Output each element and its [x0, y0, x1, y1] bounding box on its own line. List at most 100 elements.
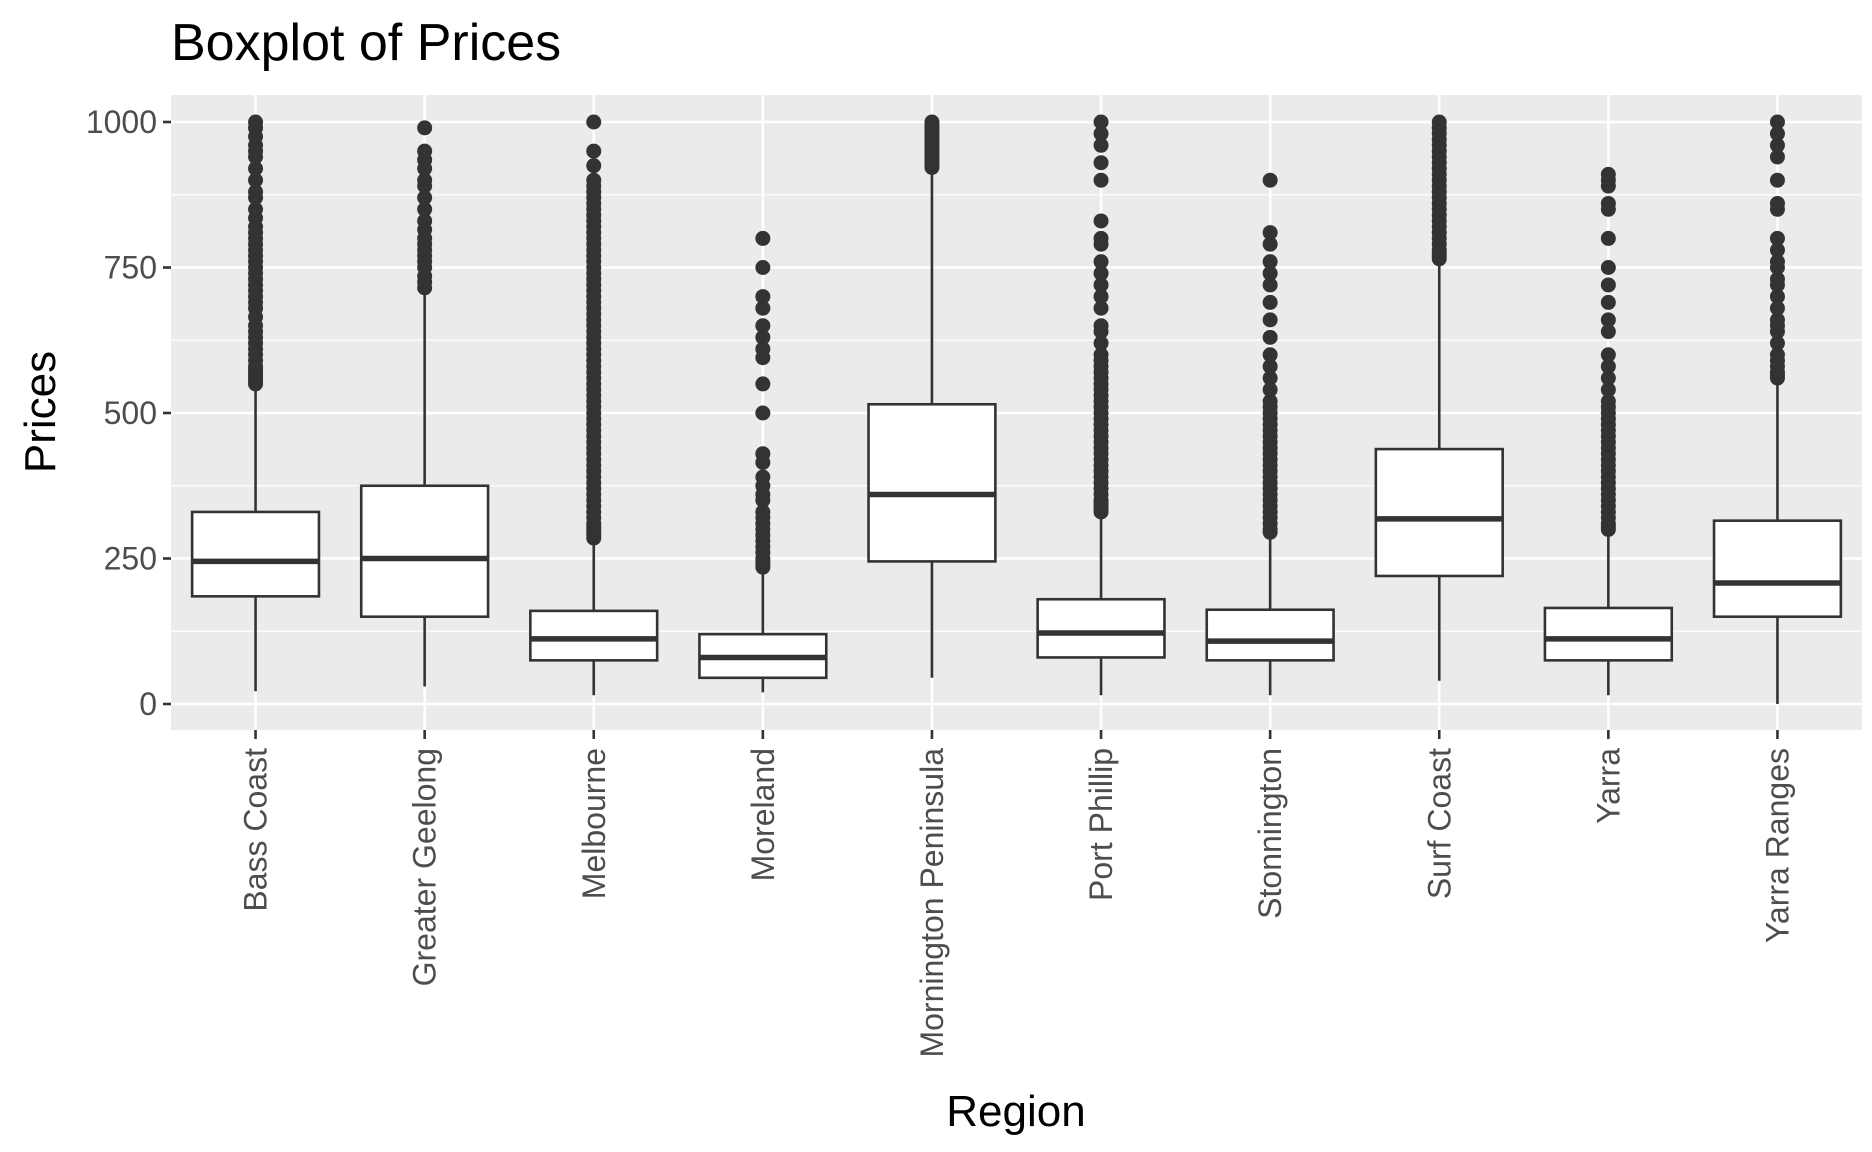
- outlier-point: [1769, 242, 1785, 258]
- x-tick-label: Yarra: [1590, 748, 1626, 824]
- box-body: [529, 609, 659, 662]
- x-tick-label: Port Phillip: [1083, 748, 1119, 901]
- outlier-point: [755, 260, 771, 275]
- outlier-point: [1600, 370, 1616, 386]
- box-surf-coast: [1374, 114, 1504, 681]
- outlier-point: [1769, 172, 1785, 188]
- outlier-point: [755, 504, 771, 520]
- outlier-point: [417, 143, 433, 159]
- outlier-point: [1093, 265, 1109, 281]
- outlier-point: [924, 114, 940, 130]
- x-tick-label: Mornington Peninsula: [914, 748, 950, 1058]
- outlier-point: [1600, 195, 1616, 211]
- outlier-point: [755, 318, 771, 334]
- box-stonnington: [1205, 172, 1335, 696]
- outlier-point: [248, 201, 264, 217]
- outlier-point: [755, 446, 771, 462]
- outlier-point: [755, 230, 771, 246]
- outlier-point: [1093, 277, 1109, 293]
- x-tick-label: Melbourne: [576, 748, 612, 899]
- outlier-point: [1769, 126, 1785, 142]
- outlier-point: [755, 469, 771, 485]
- outlier-point: [1769, 347, 1785, 363]
- outlier-point: [1600, 277, 1616, 293]
- outlier-point: [248, 114, 264, 130]
- outlier-point: [1262, 382, 1278, 398]
- outlier-point: [1093, 172, 1109, 188]
- outlier-point: [1600, 294, 1616, 310]
- outlier-point: [1769, 312, 1785, 328]
- x-tick-label: Surf Coast: [1421, 748, 1457, 899]
- outlier-point: [248, 184, 264, 200]
- x-tick-label: Stonnington: [1252, 748, 1288, 919]
- x-tick-label: Bass Coast: [238, 748, 274, 912]
- outlier-point: [1262, 358, 1278, 374]
- outlier-point: [1769, 335, 1785, 351]
- outlier-point: [1769, 254, 1785, 270]
- box-yarra: [1543, 166, 1674, 696]
- outlier-point: [1093, 114, 1109, 130]
- y-tick-label: 0: [139, 686, 157, 722]
- outlier-point: [1262, 347, 1278, 363]
- box-yarra-ranges: [1712, 114, 1843, 704]
- box-port-phillip: [1036, 114, 1166, 696]
- box-group: [190, 114, 1843, 704]
- outlier-point: [1769, 300, 1785, 316]
- outlier-point: [755, 329, 771, 345]
- box-body: [190, 510, 321, 598]
- outlier-point: [1262, 329, 1278, 345]
- outlier-point: [1769, 149, 1785, 165]
- outlier-point: [1093, 137, 1109, 153]
- outlier-point: [1262, 294, 1278, 310]
- y-tick-label: 250: [104, 541, 157, 577]
- outlier-point: [1262, 312, 1278, 328]
- box-body: [359, 484, 490, 618]
- box-body: [1036, 597, 1166, 659]
- outlier-point: [586, 172, 602, 188]
- y-axis-title: Prices: [16, 351, 65, 473]
- x-axis-title: Region: [946, 1087, 1085, 1136]
- outlier-point: [1769, 271, 1785, 287]
- box-greater-geelong: [359, 120, 490, 687]
- y-axis: 0 250 500 750 1000: [86, 104, 171, 722]
- outlier-point: [1262, 277, 1278, 293]
- outlier-point: [248, 161, 264, 177]
- outlier-point: [755, 289, 771, 305]
- outlier-point: [1600, 166, 1616, 182]
- box-body: [1374, 447, 1504, 578]
- outlier-point: [1600, 393, 1616, 409]
- x-tick-label: Moreland: [745, 748, 781, 881]
- outlier-point: [417, 190, 433, 206]
- outlier-point: [1600, 382, 1616, 398]
- outlier-point: [586, 143, 602, 159]
- outlier-point: [1093, 155, 1109, 171]
- outlier-point: [1769, 195, 1785, 211]
- outlier-point: [417, 213, 433, 229]
- outlier-point: [1600, 358, 1616, 374]
- outlier-point: [1769, 114, 1785, 130]
- outlier-point: [1600, 230, 1616, 246]
- outlier-point: [1093, 347, 1109, 363]
- outlier-point: [1600, 312, 1616, 328]
- outlier-point: [586, 158, 602, 174]
- box-body: [1712, 519, 1843, 618]
- outlier-point: [1093, 254, 1109, 270]
- box-body: [1205, 608, 1335, 662]
- outlier-point: [1262, 393, 1278, 409]
- box-mornington-peninsula: [867, 114, 997, 678]
- x-axis: Bass Coast Greater Geelong Melbourne Morela…: [238, 730, 1795, 1058]
- outlier-point: [755, 376, 771, 392]
- y-tick-label: 750: [104, 250, 157, 286]
- outlier-point: [1600, 347, 1616, 363]
- outlier-point: [417, 201, 433, 217]
- outlier-point: [417, 172, 433, 188]
- outlier-point: [1093, 318, 1109, 334]
- outlier-point: [1262, 225, 1278, 241]
- outlier-point: [755, 405, 771, 421]
- outlier-point: [586, 114, 602, 130]
- outlier-point: [1262, 236, 1278, 252]
- outlier-point: [1769, 289, 1785, 305]
- box-bass-coast: [190, 114, 321, 692]
- chart-title: Boxplot of Prices: [171, 14, 561, 72]
